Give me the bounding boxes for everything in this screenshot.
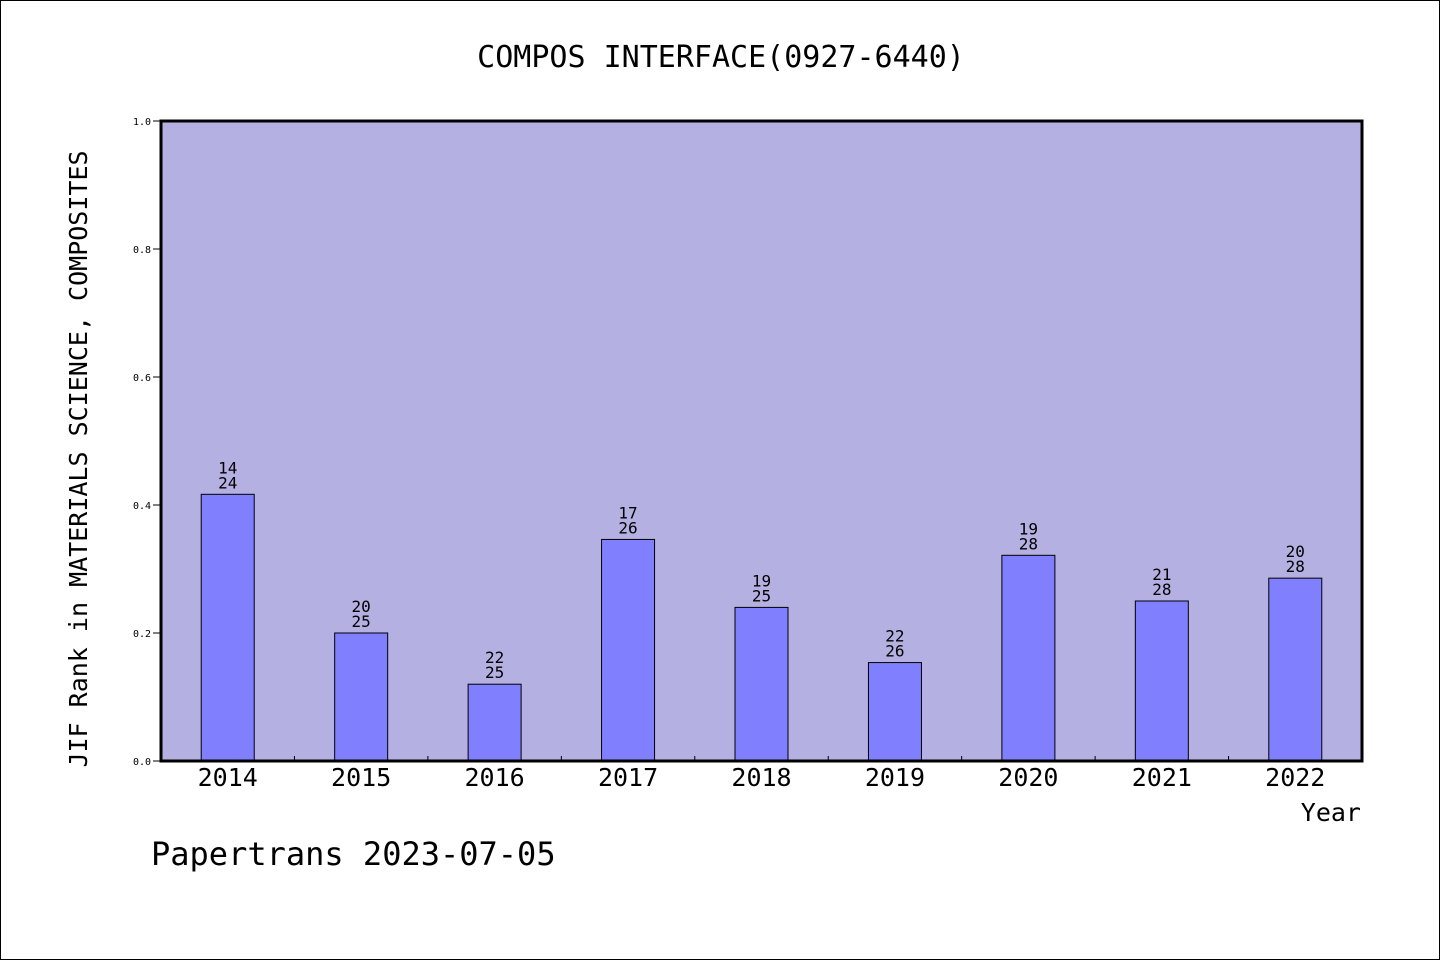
bar-2022 — [1268, 577, 1323, 762]
bar-label-total-2014: 24 — [218, 473, 237, 492]
bar-label-rank-2019: 22 — [885, 627, 904, 646]
bar-label-total-2016: 25 — [485, 663, 504, 682]
bar-label-rank-2015: 20 — [352, 597, 371, 616]
bar-2014 — [200, 493, 255, 762]
bar-label-rank-2014: 14 — [218, 458, 237, 477]
ticks-layer: 2014 2015 2016 2017 2018 2019 2020 2021 20220.00… — [133, 117, 1325, 792]
bar-label-total-2020: 28 — [1019, 534, 1038, 553]
x-axis-label: Year — [1301, 798, 1361, 827]
bar-label-total-2017: 26 — [618, 518, 637, 537]
x-tick-label-2020: 2020 — [998, 763, 1058, 792]
footer-text: Papertrans 2023-07-05 — [151, 835, 556, 873]
y-axis-label: JIF Rank in MATERIALS SCIENCE, COMPOSITE… — [64, 150, 93, 767]
y-tick-label: 1.0 — [133, 117, 151, 128]
bar-2021 — [1134, 600, 1189, 762]
x-tick-label-2017: 2017 — [598, 763, 658, 792]
bar-label-total-2018: 25 — [752, 586, 771, 605]
bar-label-total-2015: 25 — [352, 612, 371, 631]
x-tick-label-2018: 2018 — [731, 763, 791, 792]
x-tick-label-2016: 2016 — [465, 763, 525, 792]
y-tick-label: 0.4 — [133, 501, 151, 512]
bar-label-total-2021: 28 — [1152, 580, 1171, 599]
chart-title: COMPOS INTERFACE(0927-6440) — [477, 40, 965, 75]
x-tick-label-2014: 2014 — [198, 763, 258, 792]
bar-label-total-2022: 28 — [1286, 557, 1305, 576]
plot-border — [159, 119, 1364, 763]
bar-2018 — [734, 606, 789, 762]
y-tick-label: 0.0 — [133, 757, 151, 768]
bar-label-total-2019: 26 — [885, 642, 904, 661]
bar-label-rank-2018: 19 — [752, 571, 771, 590]
bar-label-rank-2021: 21 — [1152, 565, 1171, 584]
bar-2017 — [601, 538, 656, 762]
y-tick-label: 0.2 — [133, 629, 151, 640]
bar-2015 — [334, 632, 389, 762]
x-tick-label-2021: 2021 — [1132, 763, 1192, 792]
bar-2016 — [467, 683, 522, 762]
bar-label-rank-2017: 17 — [618, 503, 637, 522]
bar-2019 — [867, 662, 922, 762]
bar-label-rank-2022: 20 — [1286, 542, 1305, 561]
bar-2020 — [1001, 554, 1056, 762]
bar-label-rank-2020: 19 — [1019, 519, 1038, 538]
x-tick-label-2019: 2019 — [865, 763, 925, 792]
y-tick-label: 0.8 — [133, 245, 151, 256]
bar-label-rank-2016: 22 — [485, 648, 504, 667]
x-tick-label-2022: 2022 — [1265, 763, 1325, 792]
y-tick-label: 0.6 — [133, 373, 151, 384]
x-tick-label-2015: 2015 — [331, 763, 391, 792]
